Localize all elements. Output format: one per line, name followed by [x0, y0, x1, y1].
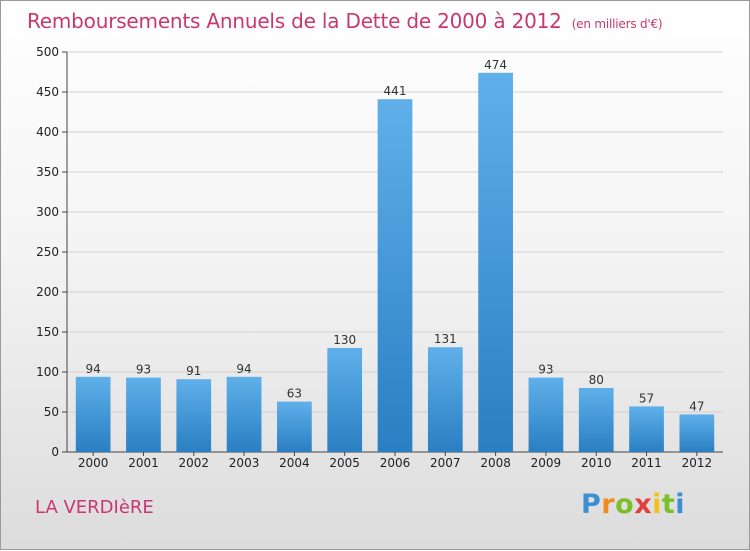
x-tick-label: 2009 — [531, 456, 562, 470]
data-label: 93 — [538, 363, 553, 377]
x-tick-label: 2004 — [279, 456, 310, 470]
data-labels: 94 93 91 94 63 130 441 131 474 93 80 57 47 — [86, 58, 705, 414]
data-label: 131 — [434, 332, 457, 346]
data-label: 94 — [86, 362, 101, 376]
bar — [176, 379, 212, 452]
logo-letter: x — [634, 489, 653, 520]
y-tick-label: 0 — [51, 445, 59, 459]
data-label: 63 — [287, 387, 302, 401]
data-label: 47 — [689, 399, 704, 413]
data-label: 441 — [384, 84, 407, 98]
data-label: 474 — [484, 58, 507, 72]
x-tick-label: 2012 — [682, 456, 713, 470]
data-label: 94 — [236, 362, 251, 376]
x-tick-label: 2002 — [178, 456, 209, 470]
y-tick-label: 200 — [36, 285, 59, 299]
proxiti-logo: Proxiti — [581, 489, 685, 520]
bar — [679, 414, 715, 452]
y-tick-label: 100 — [36, 365, 59, 379]
x-tick-label: 2000 — [78, 456, 109, 470]
x-tick-label: 2011 — [631, 456, 662, 470]
chart-title: Remboursements Annuels de la Dette de 20… — [27, 9, 663, 33]
chart-unit-label: (en milliers d'€) — [571, 17, 663, 31]
logo-letter: i — [675, 489, 686, 520]
x-tick-label: 2001 — [128, 456, 159, 470]
x-tick-label: 2010 — [581, 456, 612, 470]
y-tick-label: 50 — [44, 405, 59, 419]
x-tick-label: 2003 — [229, 456, 260, 470]
commune-name: LA VERDIèRE — [35, 497, 154, 518]
y-tick-label: 150 — [36, 325, 59, 339]
y-tick-label: 350 — [36, 165, 59, 179]
bar — [75, 376, 111, 452]
bar — [629, 406, 664, 452]
y-tick-label: 300 — [36, 205, 59, 219]
bar — [226, 376, 262, 452]
data-label: 80 — [589, 373, 604, 387]
bar — [578, 388, 614, 452]
bar — [327, 348, 363, 452]
y-tick-label: 450 — [36, 85, 59, 99]
data-label: 91 — [186, 364, 201, 378]
bars — [75, 72, 715, 453]
bar — [277, 401, 312, 452]
x-tick-label: 2005 — [329, 456, 360, 470]
bar — [126, 377, 161, 452]
x-tick-label: 2008 — [480, 456, 511, 470]
bar — [478, 72, 513, 453]
logo-letter: P — [581, 489, 602, 520]
logo-letter: i — [652, 489, 662, 520]
logo-letter: t — [661, 489, 676, 520]
x-tick-label: 2007 — [430, 456, 461, 470]
axes: 0 50 100 150 200 250 300 350 400 450 500 2000 2001 20… — [36, 45, 723, 470]
y-tick-label: 250 — [36, 245, 59, 259]
x-tick-label: 2006 — [380, 456, 411, 470]
y-tick-label: 500 — [36, 45, 59, 59]
y-tick-label: 400 — [36, 125, 59, 139]
data-label: 93 — [136, 363, 151, 377]
logo-letter: r — [601, 489, 616, 520]
bar — [377, 99, 413, 452]
logo-letter: o — [615, 489, 635, 520]
bar — [528, 377, 564, 452]
data-label: 130 — [333, 333, 356, 347]
chart-title-text: Remboursements Annuels de la Dette de 20… — [27, 9, 562, 33]
data-label: 57 — [639, 391, 654, 405]
bar — [427, 347, 463, 452]
